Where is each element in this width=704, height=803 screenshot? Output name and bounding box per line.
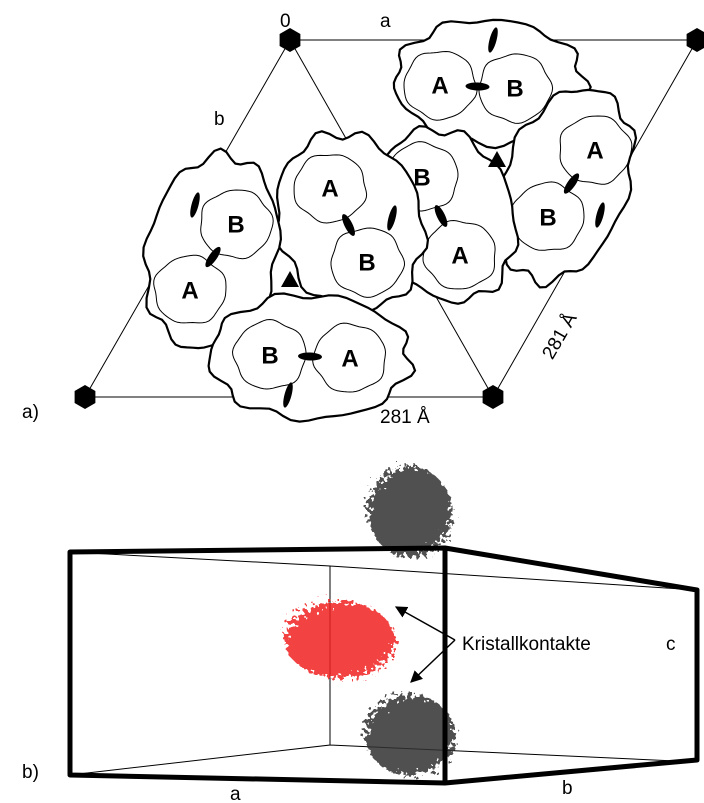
subunit-label: A [451,242,468,269]
threefold-axis [281,271,299,287]
length-b: 281 Å [538,309,581,363]
figure: ABABBAABBABA 0 a b 281 Å 281 Å a) Krista… [0,0,704,803]
subunit-label: A [181,277,198,304]
crystal-cell [70,467,697,783]
subunit-label: A [586,137,603,164]
subunit-label: A [321,175,338,202]
axis-b-label: b [562,778,573,799]
origin-label: 0 [280,11,291,32]
axis-b-label: b [214,109,225,130]
protein-gray [368,467,452,557]
axis-c-label: c [666,634,676,655]
sixfold-axis [483,385,504,409]
panel-a-label: a) [22,402,39,423]
panel-b-label: b) [22,762,39,783]
axis-a-label: a [230,784,241,803]
protein-gray [365,695,455,775]
subunit-label: B [261,342,278,369]
axis-a-label: a [380,11,391,32]
subunit-label: B [506,75,523,102]
subunit-label: B [227,211,244,238]
subunit-label: A [431,72,448,99]
subunit-label: B [358,249,375,276]
subunit-label: A [341,345,358,372]
sixfold-axis [687,28,704,52]
annotation: Kristallkontakte [462,634,591,655]
subunit-label: B [539,204,556,231]
length-a: 281 Å [380,407,430,428]
threefold-axis [488,151,506,167]
sixfold-axis [75,385,96,409]
protein-red [285,602,395,678]
